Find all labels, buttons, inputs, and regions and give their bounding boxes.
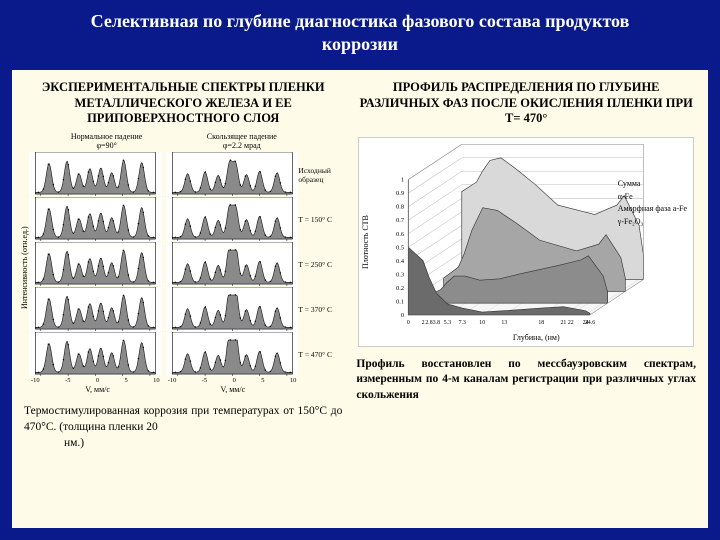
spectrum-row: -10-50510 [29, 197, 162, 241]
xlabel-a: V, мм/с [36, 384, 159, 394]
subhead-glancing: Скользящее падение φ=2.2 мрад [185, 133, 298, 153]
content-panel: ЭКСПЕРИМЕНТАЛЬНЫЕ СПЕКТРЫ ПЛЕНКИ МЕТАЛЛИ… [12, 70, 708, 528]
legend-item: Сумма [618, 178, 687, 191]
spectra-stack-a: -10-50510 -10-50510 -10-50510 -10-50510 … [29, 152, 162, 384]
spectrum-plot: -10-50510 [29, 152, 162, 196]
svg-text:21: 21 [561, 320, 567, 326]
spectrum-row: -10-50510 [166, 152, 299, 196]
svg-text:0.5: 0.5 [396, 244, 404, 251]
spectrum-plot: -10-50510 [166, 197, 299, 241]
svg-text:3.8: 3.8 [433, 320, 440, 326]
svg-text:0.3: 0.3 [396, 271, 404, 278]
right-caption: Профиль восстановлен по мессбауэровским … [352, 347, 700, 404]
spectra-xlabels: V, мм/с V, мм/с [20, 384, 346, 394]
svg-text:0.1: 0.1 [396, 298, 404, 305]
svg-text:0: 0 [407, 320, 410, 326]
legend-item: γ-Fe₂O₃ [618, 216, 687, 229]
svg-text:7.3: 7.3 [459, 320, 466, 326]
svg-text:0.6: 0.6 [396, 231, 404, 238]
spectrum-plot: -10-50510 [166, 287, 299, 331]
spectrum-row: -10-50510 [29, 332, 162, 376]
right-column: ПРОФИЛЬ РАСПРЕДЕЛЕНИЯ ПО ГЛУБИНЕ РАЗЛИЧН… [352, 76, 700, 518]
spectrum-row: -10-50510 [166, 287, 299, 331]
spectra-block: Интенсивность (отн.ед.) -10-50510 -10-50… [20, 152, 346, 384]
left-caption-l1: Термостимулированная коррозия при темпер… [24, 405, 342, 433]
x-ticks: -10-50510 [166, 377, 299, 384]
spectrum-row: -10-50510 [166, 242, 299, 286]
spectra-headers: Нормальное падение φ=90° Скользящее паде… [20, 133, 346, 153]
left-caption: Термостимулированная коррозия при темпер… [20, 394, 346, 451]
svg-text:10: 10 [480, 320, 486, 326]
spectrum-row: -10-50510 [29, 152, 162, 196]
xlabel-b: V, мм/с [171, 384, 294, 394]
svg-text:2.8: 2.8 [426, 320, 433, 326]
spectrum-row-label: T = 470° C [298, 332, 346, 377]
spectrum-row-label: T = 370° C [298, 287, 346, 332]
spectrum-plot: -10-50510 [29, 287, 162, 331]
spectrum-plot: -10-50510 [29, 332, 162, 376]
svg-text:2: 2 [422, 320, 425, 326]
svg-text:13: 13 [502, 320, 508, 326]
spectrum-plot: -10-50510 [166, 332, 299, 376]
slide-title: Селективная по глубине диагностика фазов… [0, 0, 720, 65]
left-caption-l2: нм.) [24, 436, 342, 452]
spectrum-row-label: Исходный образец [298, 152, 346, 197]
chart3d-legend: Суммаα-FeАморфная фаза а-Feγ-Fe₂O₃ [618, 178, 687, 229]
svg-text:24.6: 24.6 [585, 320, 595, 326]
left-column: ЭКСПЕРИМЕНТАЛЬНЫЕ СПЕКТРЫ ПЛЕНКИ МЕТАЛЛИ… [20, 76, 346, 518]
chart3d-xlabel: Глубина, (нм) [513, 333, 560, 342]
legend-item: α-Fe [618, 191, 687, 204]
spectrum-plot: -10-50510 [29, 242, 162, 286]
svg-text:0.9: 0.9 [396, 190, 404, 197]
spectrum-row: -10-50510 [29, 242, 162, 286]
svg-text:0: 0 [401, 312, 404, 319]
spectra-ylabel: Интенсивность (отн.ед.) [20, 152, 29, 384]
spectrum-plot: -10-50510 [29, 197, 162, 241]
spectrum-row: -10-50510 [166, 197, 299, 241]
spectra-stack-b: -10-50510 -10-50510 -10-50510 -10-50510 … [166, 152, 299, 384]
svg-text:0.4: 0.4 [396, 258, 405, 265]
left-heading: ЭКСПЕРИМЕНТАЛЬНЫЕ СПЕКТРЫ ПЛЕНКИ МЕТАЛЛИ… [20, 76, 346, 133]
x-ticks: -10-50510 [29, 377, 162, 384]
svg-text:5.3: 5.3 [444, 320, 451, 326]
spectrum-row: -10-50510 [29, 287, 162, 331]
subhead-normal: Нормальное падение φ=90° [32, 133, 181, 153]
chart3d-ylabel: Плотность СТВ [359, 138, 372, 346]
depth-profile-chart: Плотность СТВ 0 0.1 0.2 0.3 0.4 0.5 0.6 0.7 0.8 0… [358, 137, 694, 347]
spectrum-row-label: T = 250° C [298, 242, 346, 287]
svg-text:0.7: 0.7 [396, 217, 404, 224]
spectrum-row-label: T = 150° C [298, 197, 346, 242]
spectrum-row: -10-50510 [166, 332, 299, 376]
row-labels: Исходный образецT = 150° CT = 250° CT = … [298, 152, 346, 384]
right-heading: ПРОФИЛЬ РАСПРЕДЕЛЕНИЯ ПО ГЛУБИНЕ РАЗЛИЧН… [352, 76, 700, 133]
svg-text:1: 1 [401, 177, 404, 184]
legend-item: Аморфная фаза а-Fe [618, 203, 687, 216]
svg-text:0.8: 0.8 [396, 204, 404, 211]
spectrum-plot: -10-50510 [166, 242, 299, 286]
svg-text:0.2: 0.2 [396, 285, 404, 292]
slide: Селективная по глубине диагностика фазов… [0, 0, 720, 540]
spectrum-plot: -10-50510 [166, 152, 299, 196]
chart3d-svg: 00.10.20.30.40.50.60.70.80.91022.83.85.3… [372, 138, 693, 346]
svg-text:18: 18 [539, 320, 545, 326]
svg-text:22: 22 [568, 320, 574, 326]
